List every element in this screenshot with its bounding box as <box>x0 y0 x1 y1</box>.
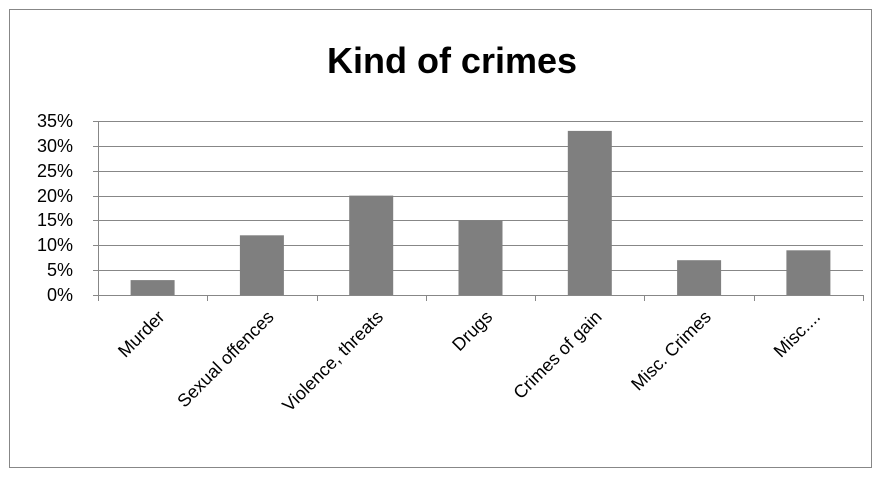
y-tick-label: 20% <box>37 186 73 206</box>
y-tick-label: 0% <box>47 285 73 305</box>
y-tick-label: 35% <box>37 111 73 131</box>
bar <box>677 260 722 295</box>
y-tick-label: 10% <box>37 235 73 255</box>
bar <box>567 130 612 295</box>
y-tick-label: 25% <box>37 161 73 181</box>
bars <box>130 130 831 295</box>
bar <box>239 235 284 295</box>
bar <box>349 195 394 295</box>
y-tick-label: 15% <box>37 210 73 230</box>
gridlines <box>98 121 863 271</box>
y-tick-label: 30% <box>37 136 73 156</box>
y-axis-tick-labels: 0% 5% 10% 15% 20% 25% 30% 35% <box>37 111 73 305</box>
axes <box>93 121 864 301</box>
bar <box>458 220 503 295</box>
y-tick-label: 5% <box>47 260 73 280</box>
bar <box>130 280 175 295</box>
bar <box>786 250 831 295</box>
chart-area-border <box>9 9 872 468</box>
chart-title: Kind of crimes <box>327 40 577 81</box>
